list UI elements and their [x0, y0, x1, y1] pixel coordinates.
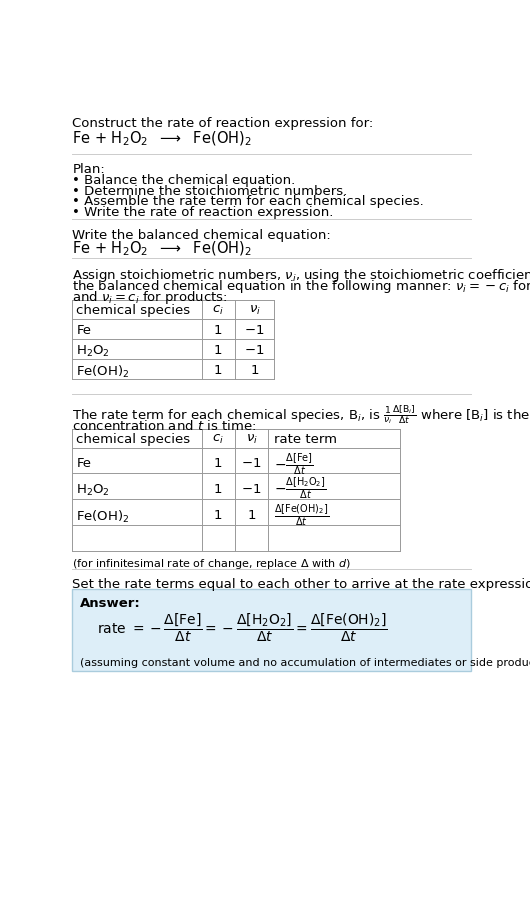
- Text: • Assemble the rate term for each chemical species.: • Assemble the rate term for each chemic…: [73, 196, 424, 208]
- Text: H$_2$O$_2$: H$_2$O$_2$: [76, 482, 110, 498]
- Text: Fe: Fe: [76, 457, 91, 470]
- Text: Answer:: Answer:: [80, 597, 141, 610]
- Text: Plan:: Plan:: [73, 163, 105, 177]
- Text: (for infinitesimal rate of change, replace $\Delta$ with $d$): (for infinitesimal rate of change, repla…: [73, 557, 351, 571]
- Text: Fe + H$_2$O$_2$  $\longrightarrow$  Fe(OH)$_2$: Fe + H$_2$O$_2$ $\longrightarrow$ Fe(OH)…: [73, 129, 252, 147]
- Text: Assign stoichiometric numbers, $\nu_i$, using the stoichiometric coefficients, $: Assign stoichiometric numbers, $\nu_i$, …: [73, 267, 530, 284]
- Text: 1: 1: [214, 509, 223, 521]
- Bar: [73, 589, 471, 672]
- Text: (assuming constant volume and no accumulation of intermediates or side products): (assuming constant volume and no accumul…: [80, 658, 530, 668]
- Text: rate term: rate term: [274, 432, 337, 446]
- Text: $\frac{\Delta[\mathrm{Fe(OH)_2}]}{\Delta t}$: $\frac{\Delta[\mathrm{Fe(OH)_2}]}{\Delta…: [274, 502, 329, 528]
- Text: $1$: $1$: [250, 364, 259, 377]
- Text: rate $= -\dfrac{\Delta[\mathrm{Fe}]}{\Delta t} = -\dfrac{\Delta[\mathrm{H_2O_2}]: rate $= -\dfrac{\Delta[\mathrm{Fe}]}{\De…: [97, 612, 388, 644]
- Text: Set the rate terms equal to each other to arrive at the rate expression:: Set the rate terms equal to each other t…: [73, 578, 530, 592]
- Text: Construct the rate of reaction expression for:: Construct the rate of reaction expressio…: [73, 116, 374, 130]
- Text: Fe(OH)$_2$: Fe(OH)$_2$: [76, 364, 130, 380]
- Text: 1: 1: [214, 344, 223, 357]
- Text: $-\frac{\Delta[\mathrm{Fe}]}{\Delta t}$: $-\frac{\Delta[\mathrm{Fe}]}{\Delta t}$: [274, 451, 313, 477]
- Text: $-1$: $-1$: [244, 344, 265, 357]
- Text: $-1$: $-1$: [244, 324, 265, 337]
- Text: $1$: $1$: [247, 509, 256, 521]
- Text: 1: 1: [214, 364, 223, 377]
- Text: 1: 1: [214, 482, 223, 496]
- Text: The rate term for each chemical species, B$_i$, is $\frac{1}{\nu_i}\frac{\Delta[: The rate term for each chemical species,…: [73, 403, 530, 426]
- Text: 1: 1: [214, 457, 223, 470]
- Text: $-1$: $-1$: [241, 482, 262, 496]
- Text: chemical species: chemical species: [76, 304, 190, 317]
- Text: concentration and $t$ is time:: concentration and $t$ is time:: [73, 419, 257, 433]
- Text: $-\frac{\Delta[\mathrm{H_2O_2}]}{\Delta t}$: $-\frac{\Delta[\mathrm{H_2O_2}]}{\Delta …: [274, 476, 326, 501]
- Text: Fe: Fe: [76, 324, 91, 337]
- Text: the balanced chemical equation in the following manner: $\nu_i = -c_i$ for react: the balanced chemical equation in the fo…: [73, 278, 530, 295]
- Text: • Write the rate of reaction expression.: • Write the rate of reaction expression.: [73, 207, 334, 219]
- Text: and $\nu_i = c_i$ for products:: and $\nu_i = c_i$ for products:: [73, 288, 228, 306]
- Text: $c_i$: $c_i$: [212, 432, 224, 446]
- Text: $\nu_i$: $\nu_i$: [249, 304, 261, 317]
- Text: chemical species: chemical species: [76, 432, 190, 446]
- Text: 1: 1: [214, 324, 223, 337]
- Text: $-1$: $-1$: [241, 457, 262, 470]
- Text: H$_2$O$_2$: H$_2$O$_2$: [76, 344, 110, 359]
- Text: $\nu_i$: $\nu_i$: [245, 432, 258, 446]
- Text: • Balance the chemical equation.: • Balance the chemical equation.: [73, 174, 296, 187]
- Text: Write the balanced chemical equation:: Write the balanced chemical equation:: [73, 228, 331, 241]
- Text: Fe(OH)$_2$: Fe(OH)$_2$: [76, 509, 130, 525]
- Text: • Determine the stoichiometric numbers.: • Determine the stoichiometric numbers.: [73, 185, 348, 197]
- Text: $c_i$: $c_i$: [212, 304, 224, 317]
- Text: Fe + H$_2$O$_2$  $\longrightarrow$  Fe(OH)$_2$: Fe + H$_2$O$_2$ $\longrightarrow$ Fe(OH)…: [73, 239, 252, 258]
